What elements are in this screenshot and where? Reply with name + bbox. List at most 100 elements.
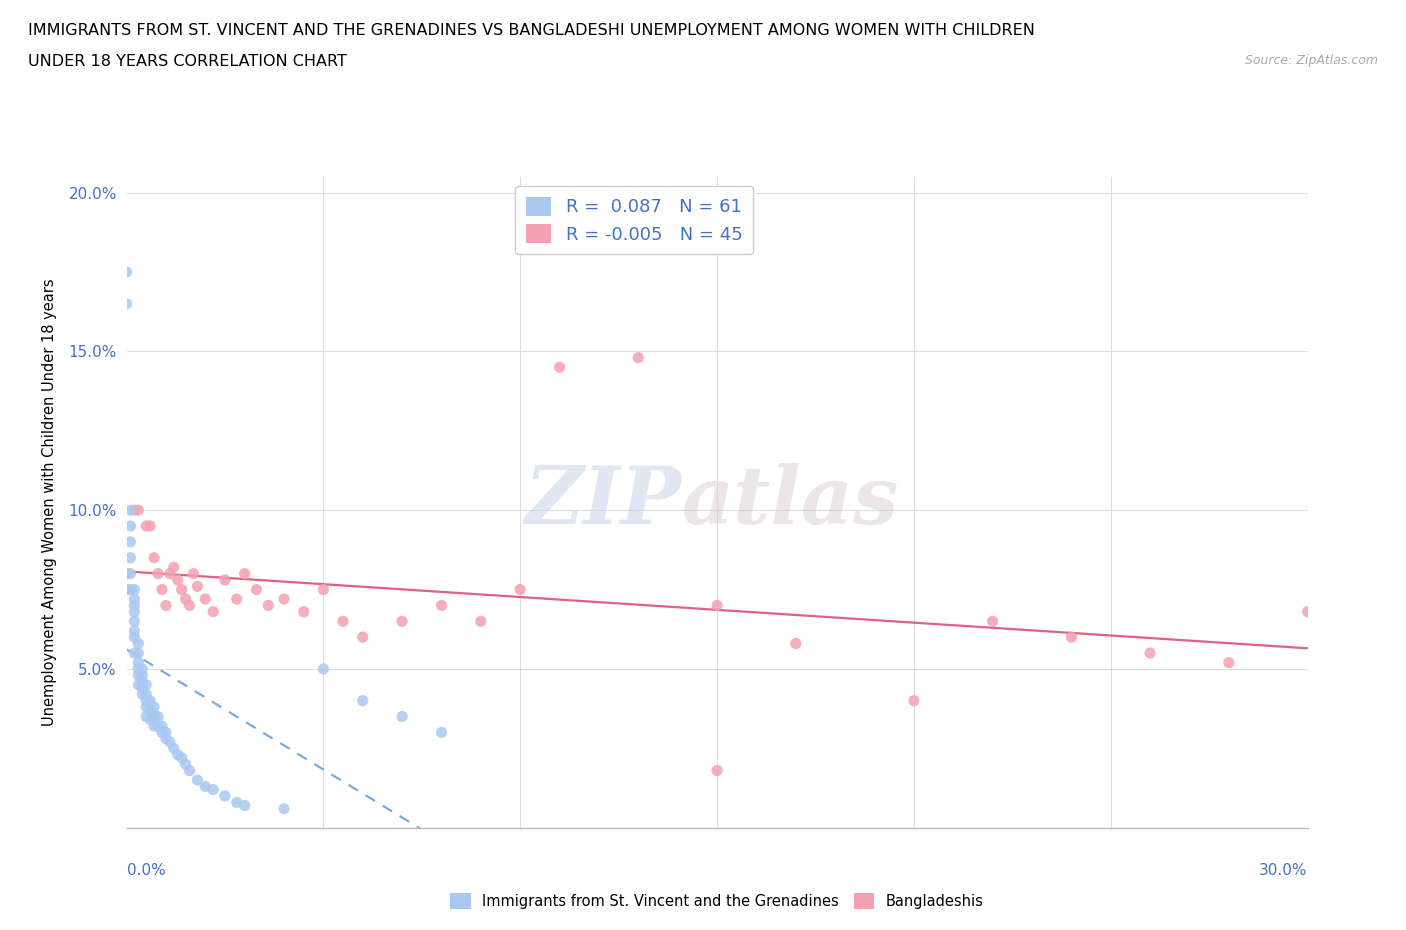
Legend: Immigrants from St. Vincent and the Grenadines, Bangladeshis: Immigrants from St. Vincent and the Gren… xyxy=(444,887,990,915)
Point xyxy=(706,764,728,778)
Point xyxy=(155,731,177,746)
Point xyxy=(706,598,728,613)
Point xyxy=(430,725,453,740)
Point xyxy=(131,687,153,702)
Point xyxy=(124,623,146,638)
Point xyxy=(155,598,177,613)
Point xyxy=(627,351,650,365)
Point xyxy=(127,655,149,670)
Point xyxy=(214,789,236,804)
Point xyxy=(120,519,142,534)
Point xyxy=(115,264,138,279)
Point xyxy=(179,598,201,613)
Point xyxy=(202,782,225,797)
Point xyxy=(163,560,186,575)
Point xyxy=(391,614,413,629)
Point xyxy=(135,687,157,702)
Point xyxy=(352,630,374,644)
Point xyxy=(312,661,335,676)
Point xyxy=(135,693,157,708)
Point xyxy=(245,582,267,597)
Point xyxy=(139,703,162,718)
Point xyxy=(1218,655,1240,670)
Point xyxy=(150,719,173,734)
Point xyxy=(170,582,193,597)
Point xyxy=(1296,604,1319,619)
Point xyxy=(146,709,169,724)
Point xyxy=(470,614,492,629)
Point xyxy=(159,735,181,750)
Point xyxy=(127,668,149,683)
Point xyxy=(127,503,149,518)
Point xyxy=(139,519,162,534)
Point xyxy=(120,535,142,550)
Point xyxy=(127,677,149,692)
Point xyxy=(143,551,166,565)
Point xyxy=(135,699,157,714)
Point xyxy=(150,582,173,597)
Point xyxy=(155,725,177,740)
Point xyxy=(1139,645,1161,660)
Point xyxy=(312,582,335,597)
Point xyxy=(146,566,169,581)
Point xyxy=(166,573,188,588)
Text: atlas: atlas xyxy=(682,463,898,541)
Point xyxy=(174,757,197,772)
Point xyxy=(1060,630,1083,644)
Point xyxy=(214,573,236,588)
Point xyxy=(120,582,142,597)
Point xyxy=(186,578,208,593)
Text: Source: ZipAtlas.com: Source: ZipAtlas.com xyxy=(1244,54,1378,67)
Point xyxy=(166,747,188,762)
Point xyxy=(127,661,149,676)
Point xyxy=(115,297,138,312)
Point xyxy=(179,764,201,778)
Point xyxy=(332,614,354,629)
Text: 0.0%: 0.0% xyxy=(127,863,166,878)
Point xyxy=(120,503,142,518)
Text: UNDER 18 YEARS CORRELATION CHART: UNDER 18 YEARS CORRELATION CHART xyxy=(28,54,347,69)
Point xyxy=(124,598,146,613)
Point xyxy=(120,566,142,581)
Text: IMMIGRANTS FROM ST. VINCENT AND THE GRENADINES VS BANGLADESHI UNEMPLOYMENT AMONG: IMMIGRANTS FROM ST. VINCENT AND THE GREN… xyxy=(28,23,1035,38)
Point xyxy=(273,802,295,817)
Point xyxy=(139,693,162,708)
Point xyxy=(352,693,374,708)
Point xyxy=(127,645,149,660)
Point xyxy=(981,614,1004,629)
Point xyxy=(124,645,146,660)
Point xyxy=(391,709,413,724)
Point xyxy=(225,591,247,606)
Point xyxy=(124,591,146,606)
Point xyxy=(170,751,193,765)
Point xyxy=(163,741,186,756)
Point xyxy=(135,677,157,692)
Point xyxy=(785,636,807,651)
Point xyxy=(124,503,146,518)
Point xyxy=(430,598,453,613)
Point xyxy=(135,519,157,534)
Point xyxy=(159,566,181,581)
Point xyxy=(124,604,146,619)
Point xyxy=(124,614,146,629)
Point xyxy=(183,566,205,581)
Point xyxy=(174,591,197,606)
Point xyxy=(150,725,173,740)
Point xyxy=(548,360,571,375)
Point xyxy=(124,582,146,597)
Point xyxy=(292,604,315,619)
Point xyxy=(903,693,925,708)
Y-axis label: Unemployment Among Women with Children Under 18 years: Unemployment Among Women with Children U… xyxy=(42,278,58,726)
Point xyxy=(131,668,153,683)
Point xyxy=(120,551,142,565)
Point xyxy=(115,566,138,581)
Point xyxy=(233,798,256,813)
Point xyxy=(257,598,280,613)
Point xyxy=(273,591,295,606)
Point xyxy=(127,636,149,651)
Point xyxy=(143,709,166,724)
Point xyxy=(225,795,247,810)
Point xyxy=(124,630,146,644)
Text: ZIP: ZIP xyxy=(524,463,682,541)
Point xyxy=(194,591,217,606)
